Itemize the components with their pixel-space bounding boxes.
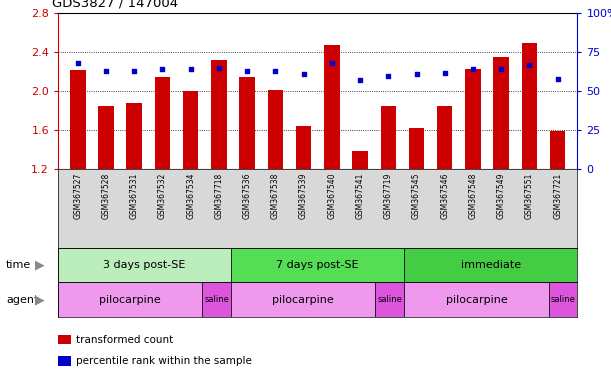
Bar xyxy=(296,126,312,169)
Bar xyxy=(126,103,142,169)
Bar xyxy=(381,106,396,169)
Point xyxy=(73,60,82,66)
Bar xyxy=(550,131,565,169)
Text: pilocarpine: pilocarpine xyxy=(273,295,334,305)
Point xyxy=(327,60,337,66)
Text: GSM367548: GSM367548 xyxy=(469,173,477,219)
Bar xyxy=(522,43,537,169)
Point xyxy=(214,65,224,71)
Text: saline: saline xyxy=(378,295,402,304)
Bar xyxy=(58,248,231,282)
Text: GSM367532: GSM367532 xyxy=(158,173,167,219)
Text: GSM367549: GSM367549 xyxy=(497,173,506,219)
Bar xyxy=(211,60,227,169)
Text: saline: saline xyxy=(204,295,229,304)
Text: GSM367551: GSM367551 xyxy=(525,173,534,219)
Point xyxy=(553,76,563,82)
Text: GSM367718: GSM367718 xyxy=(214,173,224,219)
Bar xyxy=(202,282,231,317)
Text: pilocarpine: pilocarpine xyxy=(100,295,161,305)
Bar xyxy=(70,70,86,169)
Point xyxy=(412,71,422,77)
Text: percentile rank within the sample: percentile rank within the sample xyxy=(76,356,252,366)
Bar xyxy=(231,282,375,317)
Point xyxy=(383,73,393,79)
Bar xyxy=(353,151,368,169)
Text: GSM367721: GSM367721 xyxy=(553,173,562,219)
Bar xyxy=(58,282,202,317)
Bar xyxy=(98,106,114,169)
Point xyxy=(243,68,252,74)
Point xyxy=(524,62,534,68)
Text: GSM367541: GSM367541 xyxy=(356,173,365,219)
Point xyxy=(271,68,280,74)
Bar xyxy=(155,77,170,169)
Bar xyxy=(409,128,424,169)
Bar xyxy=(240,77,255,169)
Text: GSM367546: GSM367546 xyxy=(441,173,449,219)
Text: GSM367528: GSM367528 xyxy=(101,173,111,219)
Text: immediate: immediate xyxy=(461,260,521,270)
Point xyxy=(186,66,196,73)
Bar xyxy=(404,248,577,282)
Text: agent: agent xyxy=(6,295,38,305)
Bar xyxy=(268,90,283,169)
Bar xyxy=(549,282,577,317)
Text: GSM367538: GSM367538 xyxy=(271,173,280,219)
Bar xyxy=(465,69,481,169)
Text: GSM367534: GSM367534 xyxy=(186,173,195,219)
Text: pilocarpine: pilocarpine xyxy=(445,295,507,305)
Point xyxy=(130,68,139,74)
Text: GSM367719: GSM367719 xyxy=(384,173,393,219)
Text: ▶: ▶ xyxy=(35,293,45,306)
Text: GSM367540: GSM367540 xyxy=(327,173,336,219)
Point xyxy=(101,68,111,74)
Bar xyxy=(437,106,453,169)
Text: saline: saline xyxy=(551,295,576,304)
Text: GSM367527: GSM367527 xyxy=(73,173,82,219)
Point xyxy=(440,70,450,76)
Bar xyxy=(404,282,549,317)
Text: GSM367536: GSM367536 xyxy=(243,173,252,219)
Text: GSM367545: GSM367545 xyxy=(412,173,421,219)
Point xyxy=(496,66,506,73)
Point xyxy=(299,71,309,77)
Bar xyxy=(324,45,340,169)
Point xyxy=(468,66,478,73)
Text: time: time xyxy=(6,260,31,270)
Bar xyxy=(375,282,404,317)
Point xyxy=(355,77,365,83)
Text: GDS3827 / 147004: GDS3827 / 147004 xyxy=(52,0,178,10)
Text: GSM367531: GSM367531 xyxy=(130,173,139,219)
Text: GSM367539: GSM367539 xyxy=(299,173,308,219)
Text: 7 days post-SE: 7 days post-SE xyxy=(276,260,359,270)
Text: 3 days post-SE: 3 days post-SE xyxy=(103,260,186,270)
Text: transformed count: transformed count xyxy=(76,335,174,345)
Bar xyxy=(183,91,199,169)
Bar xyxy=(231,248,404,282)
Bar xyxy=(494,57,509,169)
Point xyxy=(158,66,167,73)
Text: ▶: ▶ xyxy=(35,258,45,271)
